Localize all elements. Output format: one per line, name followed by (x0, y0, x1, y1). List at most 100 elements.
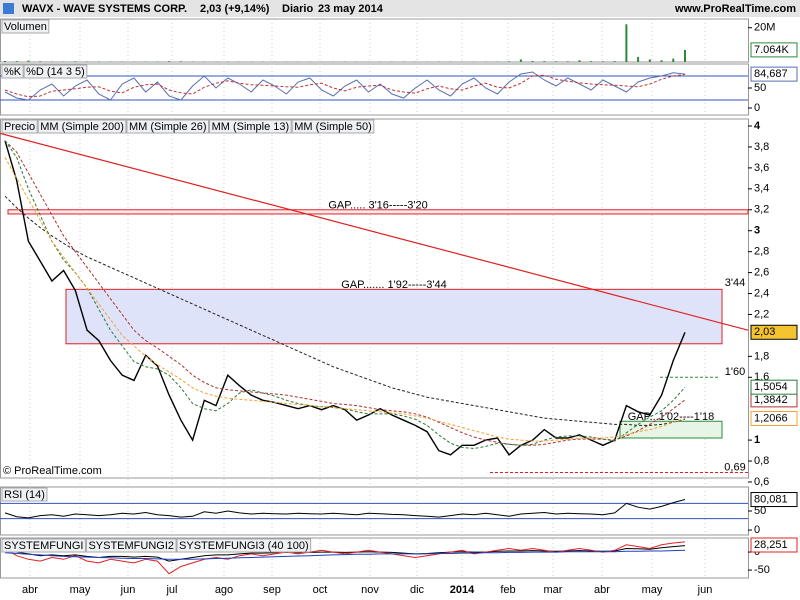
volume-bar (508, 61, 511, 62)
volume-bar (27, 60, 30, 62)
series-line (4, 140, 686, 456)
volume-bar (613, 61, 616, 62)
site: www.ProRealTime.com (674, 3, 796, 15)
volume-bar (684, 49, 686, 62)
trend-line (0, 132, 749, 331)
volume-bar (637, 56, 640, 62)
series-line (4, 499, 686, 519)
legend-box (1, 64, 24, 79)
x-tick-label: may (70, 584, 91, 596)
volume-bar (97, 61, 100, 62)
legend-entry: %D (14 3 5) (26, 66, 85, 78)
x-tick-label: jun (120, 584, 136, 596)
legend-box (23, 64, 88, 79)
last-value-box (750, 410, 798, 426)
gap-zone (65, 288, 723, 345)
volume-bar (191, 61, 194, 62)
panel-frame (0, 18, 749, 63)
legend-entry: RSI (14) (4, 489, 45, 501)
legend-entry: SYSTEMFUNGI2 (88, 540, 174, 552)
legend-entry: Volumen (4, 21, 47, 33)
volume-bar (590, 61, 593, 62)
volume-bar (39, 61, 42, 62)
volume-bar (121, 61, 124, 62)
series-line (4, 549, 686, 560)
last-value-label: 1,3842 (754, 394, 788, 406)
symbol: WAVX - WAVE SYSTEMS CORP. (22, 3, 187, 15)
y-tick-label: 3,2 (754, 204, 769, 216)
last-value-label: 1,5054 (754, 381, 788, 393)
series-line (4, 195, 686, 426)
gap-edge-label: 3'44 (725, 277, 745, 289)
last-value-box (750, 379, 798, 395)
x-tick-label: mar (544, 584, 563, 596)
series-line (4, 140, 686, 446)
level-label: 0,69 (724, 461, 745, 473)
y-tick-label: 4 (754, 120, 761, 132)
volume-bar (4, 60, 6, 62)
x-tick-label: sep (263, 584, 281, 596)
volume-bar (555, 61, 558, 62)
y-tick-label: 1 (754, 434, 760, 446)
volume-bar (402, 61, 405, 62)
volume-bar (543, 61, 546, 62)
volume-bar (625, 24, 628, 62)
x-tick-label: jul (165, 584, 177, 596)
y-tick-label: 3,4 (754, 183, 769, 195)
y-tick-label: 2,8 (754, 246, 769, 258)
x-tick-label: nov (361, 584, 379, 596)
x-tick-label: abr (594, 584, 610, 596)
legend-box (37, 119, 127, 134)
volume-bar (50, 61, 53, 62)
y-tick-label: 0,8 (754, 455, 769, 467)
volume-bar (179, 61, 182, 62)
x-tick-label: dic (410, 584, 425, 596)
volume-bar (531, 60, 534, 62)
last-value-label: 84,687 (754, 68, 788, 80)
legend-box (85, 538, 177, 553)
volume-bar (578, 60, 581, 62)
y-tick-label: -50 (754, 564, 770, 576)
volume-bar (437, 61, 440, 62)
volume-bar (168, 61, 171, 62)
series-line (4, 157, 686, 442)
volume-bar (86, 61, 89, 62)
last-value-label: 1,2066 (754, 412, 788, 424)
series-line (4, 541, 686, 575)
x-tick-label: abr (22, 584, 38, 596)
x-tick-label: jun (697, 584, 713, 596)
x-tick-label: may (642, 584, 663, 596)
panel-frame (0, 63, 749, 116)
volume-bar (519, 59, 522, 62)
gap-zone (619, 420, 723, 439)
y-tick-label: 50 (754, 82, 766, 94)
x-tick-label: ago (215, 584, 233, 596)
series-line (4, 140, 686, 450)
series-line (4, 73, 686, 98)
volume-bar (496, 61, 499, 62)
y-tick-label: 1,8 (754, 350, 769, 362)
legend-box (209, 119, 292, 134)
legend-box (291, 119, 375, 134)
x-tick-label: 2014 (450, 584, 475, 596)
legend-box (1, 538, 86, 553)
level-label: 1'60 (725, 366, 745, 378)
legend-entry: Precio (4, 121, 35, 133)
legend-entry: MM (Simple 26) (129, 121, 207, 133)
volume-bar (62, 61, 65, 62)
last-value-box (750, 537, 798, 553)
last-value-label: 7.064K (754, 44, 790, 56)
legend-box (1, 487, 48, 502)
legend-entry: MM (Simple 200) (40, 121, 124, 133)
y-tick-label: 20M (754, 22, 775, 34)
y-tick-label: 0 (754, 102, 760, 114)
watermark: © ProRealTime.com (3, 465, 102, 477)
volume-bar (648, 59, 651, 62)
x-tick-label: oct (313, 584, 328, 596)
volume-bar (74, 61, 77, 62)
last-value-box (750, 42, 798, 58)
legend-entry: SYSTEMFUNGI (4, 540, 83, 552)
series-line (4, 71, 686, 101)
volume-bar (660, 60, 663, 62)
